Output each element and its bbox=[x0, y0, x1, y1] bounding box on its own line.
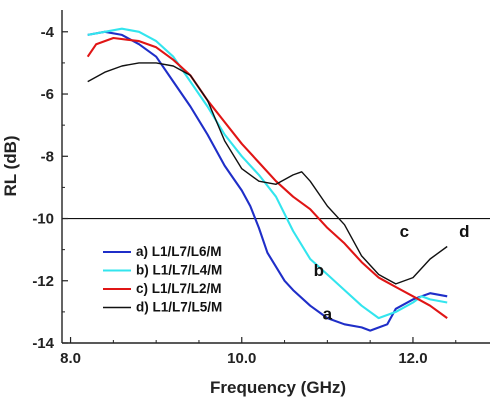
legend-label: d) L1/L7/L5/M bbox=[136, 300, 222, 315]
plot-frame bbox=[61, 10, 490, 344]
series-annotation-c: c bbox=[400, 222, 409, 241]
x-axis-label: Frequency (GHz) bbox=[210, 378, 346, 397]
x-tick-label: 10.0 bbox=[227, 350, 256, 367]
y-tick-label: -14 bbox=[32, 335, 54, 352]
series-annotations: a b c d bbox=[314, 222, 470, 323]
series-line-c bbox=[86, 36, 448, 319]
series-annotation-b: b bbox=[314, 261, 324, 280]
series-annotation-a: a bbox=[323, 305, 333, 324]
y-axis-label: RL (dB) bbox=[1, 135, 20, 196]
y-tick-label: -8 bbox=[41, 148, 54, 165]
y-tick-label: -10 bbox=[32, 211, 54, 228]
x-axis-ticks: 8.0 10.0 12.0 bbox=[60, 337, 457, 367]
series-annotation-d: d bbox=[459, 222, 469, 241]
legend-label: b) L1/L7/L4/M bbox=[136, 263, 222, 278]
y-tick-label: -6 bbox=[41, 86, 54, 103]
x-tick-label: 12.0 bbox=[398, 350, 427, 367]
x-tick-label: 8.0 bbox=[60, 350, 81, 367]
y-axis-ticks: -4 -6 -8 -10 -12 -14 bbox=[32, 24, 68, 352]
y-tick-label: -12 bbox=[32, 273, 54, 290]
y-tick-label: -4 bbox=[41, 24, 55, 41]
series-line-d bbox=[87, 62, 448, 285]
series-layer bbox=[86, 27, 448, 332]
legend: a) L1/L7/L6/M b) L1/L7/L4/M c) L1/L7/L2/M d… bbox=[103, 244, 222, 315]
series-line-b bbox=[87, 27, 448, 320]
legend-label: c) L1/L7/L2/M bbox=[136, 281, 222, 296]
legend-label: a) L1/L7/L6/M bbox=[136, 244, 222, 259]
